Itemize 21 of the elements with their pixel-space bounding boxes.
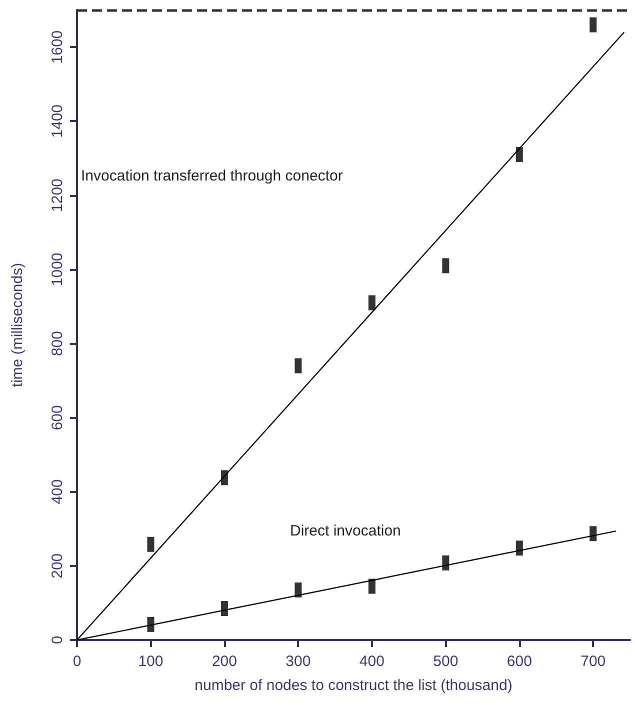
annotation: Direct invocation [290, 522, 401, 540]
x-tick-label: 200 [212, 653, 237, 670]
y-tick-label: 400 [49, 479, 66, 504]
y-tick-label: 600 [49, 405, 66, 430]
x-tick-label: 300 [286, 653, 311, 670]
y-tick-label: 1000 [49, 252, 66, 286]
y-tick-label: 1200 [49, 178, 66, 212]
annotation: Invocation transferred through conector [81, 168, 343, 184]
x-tick-label: 600 [506, 653, 532, 670]
x-tick-label: 400 [359, 653, 384, 670]
y-tick-label: 1400 [49, 104, 66, 138]
y-tick-label: 0 [49, 636, 66, 644]
x-tick-label: 100 [138, 653, 164, 670]
x-tick-label: 700 [580, 653, 606, 670]
y-axis-title: time (milliseconds) [9, 262, 26, 388]
y-tick-label: 1600 [49, 30, 66, 64]
y-tick-label: 200 [49, 553, 66, 578]
x-tick-label: 0 [72, 653, 82, 670]
x-tick-label: 500 [433, 653, 458, 670]
x-axis-title: number of nodes to construct the list (thousand) [194, 677, 512, 694]
y-tick-label: 800 [49, 331, 66, 356]
